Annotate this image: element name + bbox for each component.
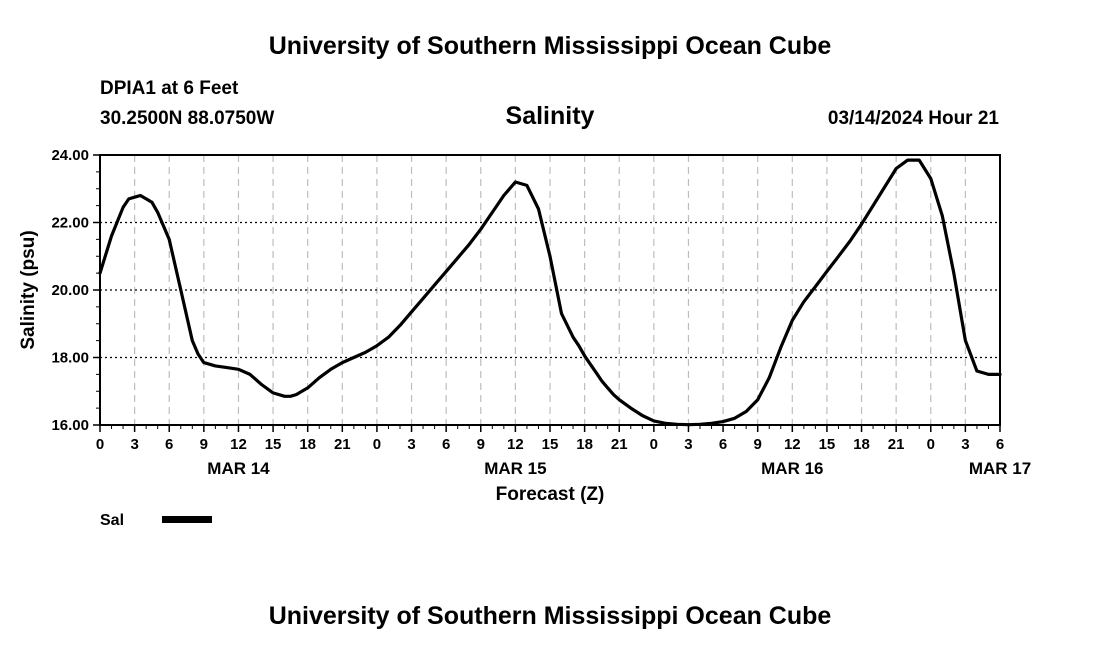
main-title: University of Southern Mississippi Ocean… <box>269 32 832 60</box>
date-label: MAR 14 <box>207 459 270 478</box>
date-label: MAR 15 <box>484 459 546 478</box>
y-tick-label: 18.00 <box>51 350 89 367</box>
x-tick-label: 3 <box>961 436 969 453</box>
x-tick-label: 6 <box>165 436 173 453</box>
x-tick-label: 0 <box>927 436 935 453</box>
legend-label-sal: Sal <box>100 512 124 529</box>
y-axis-label: Salinity (psu) <box>18 230 39 349</box>
x-tick-label: 0 <box>650 436 658 453</box>
date-label: MAR 16 <box>761 459 823 478</box>
y-tick-label: 24.00 <box>51 147 89 164</box>
x-tick-label: 3 <box>407 436 415 453</box>
x-tick-label: 6 <box>719 436 727 453</box>
x-tick-label: 3 <box>684 436 692 453</box>
station-label: DPIA1 at 6 Feet <box>100 78 239 99</box>
x-tick-label: 15 <box>542 436 559 453</box>
x-tick-label: 3 <box>130 436 138 453</box>
x-tick-label: 0 <box>373 436 381 453</box>
axis-ticks: 0 3 6 9 12 15 18 21 0 3 6 9 12 15 18 21 0 3 6 9 12 15 18 21 0 3 6 1… <box>51 147 1031 478</box>
x-tick-label: 9 <box>754 436 762 453</box>
y-tick-label: 20.00 <box>51 282 89 299</box>
timestamp-label: 03/14/2024 Hour 21 <box>828 108 1000 129</box>
chart-title: Salinity <box>506 102 595 130</box>
x-tick-label: 21 <box>888 436 905 453</box>
x-tick-label: 9 <box>200 436 208 453</box>
legend-swatch-sal <box>162 516 212 523</box>
x-tick-label: 21 <box>334 436 351 453</box>
y-tick-label: 16.00 <box>51 417 89 434</box>
x-tick-label: 12 <box>230 436 247 453</box>
date-label: MAR 17 <box>969 459 1031 478</box>
x-tick-label: 18 <box>576 436 593 453</box>
x-tick-label: 9 <box>477 436 485 453</box>
grid-lines <box>100 154 1000 425</box>
legend: Sal <box>100 512 212 529</box>
x-tick-label: 21 <box>611 436 628 453</box>
x-axis-label: Forecast (Z) <box>496 484 605 505</box>
x-tick-label: 18 <box>853 436 870 453</box>
x-tick-label: 12 <box>784 436 801 453</box>
series-layer <box>98 158 1002 427</box>
footer-title: University of Southern Mississippi Ocean… <box>269 602 832 630</box>
x-tick-label: 12 <box>507 436 524 453</box>
x-tick-label: 15 <box>265 436 282 453</box>
x-tick-label: 6 <box>442 436 450 453</box>
x-tick-label: 6 <box>996 436 1004 453</box>
y-tick-label: 22.00 <box>51 215 89 232</box>
location-label: 30.2500N 88.0750W <box>100 108 274 129</box>
x-tick-label: 15 <box>819 436 836 453</box>
series-line-sal <box>98 158 1002 427</box>
x-tick-label: 0 <box>96 436 104 453</box>
x-tick-label: 18 <box>299 436 316 453</box>
